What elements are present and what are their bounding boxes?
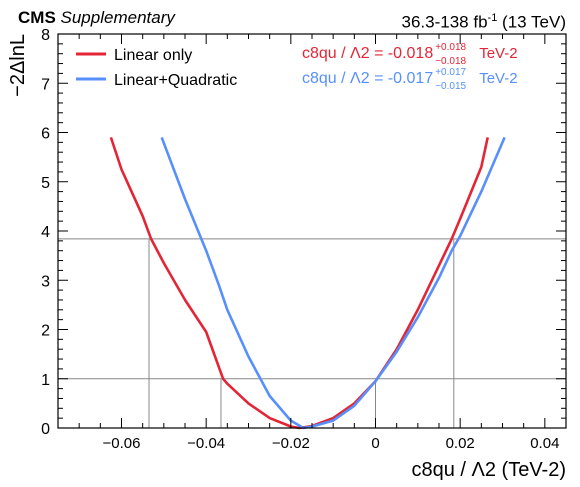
x-tick-label: 0: [371, 435, 379, 452]
tick-labels: −0.06 −0.04 −0.02 0 0.02 0.04 0 1 2 3 4 5 6 7 8: [41, 27, 559, 452]
y-tick-label: 3: [41, 273, 50, 290]
y-tick-label: 7: [41, 76, 50, 93]
annotation-value-0: c8qu / Λ2 = -0.018: [302, 45, 433, 62]
annotation-upper-0: +0.018: [435, 42, 466, 53]
lumi-value: 36.3-138 fb: [401, 12, 488, 32]
series-line-1: [160, 136, 506, 430]
y-tick-label: 8: [41, 27, 50, 44]
y-tick-label: 0: [41, 421, 50, 438]
cms-label: CMS Supplementary: [18, 8, 175, 28]
plot-frame: [57, 33, 567, 429]
annotations: c8qu / Λ2 = -0.018 +0.018−0.018 TeV-2c8qu …: [302, 42, 518, 92]
legend-label-0: Linear only: [114, 47, 192, 64]
annotation-value-1: c8qu / Λ2 = -0.017: [302, 70, 433, 87]
x-tick-label: −0.02: [272, 435, 310, 452]
annotation-lower-0: −0.018: [435, 56, 466, 67]
y-axis-title: −2ΔlnL: [7, 34, 29, 97]
annotation-unit-0: TeV-2: [479, 45, 517, 62]
reference-lines: [58, 238, 566, 428]
x-axis-title: c8qu / Λ2 (TeV-2): [411, 459, 566, 481]
annotation-upper-1: +0.017: [435, 67, 466, 78]
axis-titles: c8qu / Λ2 (TeV-2) −2ΔlnL: [7, 34, 566, 481]
annotation-unit-1: TeV-2: [479, 70, 517, 87]
x-tick-label: −0.06: [103, 435, 141, 452]
lumi-exponent: -1: [487, 12, 498, 24]
y-tick-label: 6: [41, 126, 50, 143]
series-line-0: [109, 136, 489, 430]
luminosity-label: 36.3-138 fb-1 (13 TeV): [402, 8, 566, 33]
supplementary-tag: Supplementary: [60, 8, 175, 27]
legend-label-1: Linear+Quadratic: [114, 72, 237, 89]
energy-value: (13 TeV): [502, 12, 566, 32]
x-tick-label: 0.04: [530, 435, 559, 452]
result-annotation-1: c8qu / Λ2 = -0.017 +0.017 −0.015 TeV-2: [302, 67, 518, 92]
result-annotation-0: c8qu / Λ2 = -0.018 +0.018 −0.018 TeV-2: [302, 42, 518, 67]
y-tick-label: 2: [41, 323, 50, 340]
axis-ticks: [58, 33, 566, 429]
annotation-lower-1: −0.015: [435, 81, 466, 92]
x-tick-label: 0.02: [446, 435, 475, 452]
y-tick-label: 4: [41, 224, 50, 241]
y-tick-label: 1: [41, 372, 50, 389]
curves: [109, 136, 506, 430]
x-tick-label: −0.04: [187, 435, 225, 452]
legend: Linear only Linear+Quadratic: [76, 47, 237, 89]
y-tick-label: 5: [41, 175, 50, 192]
experiment-name: CMS: [18, 8, 56, 27]
